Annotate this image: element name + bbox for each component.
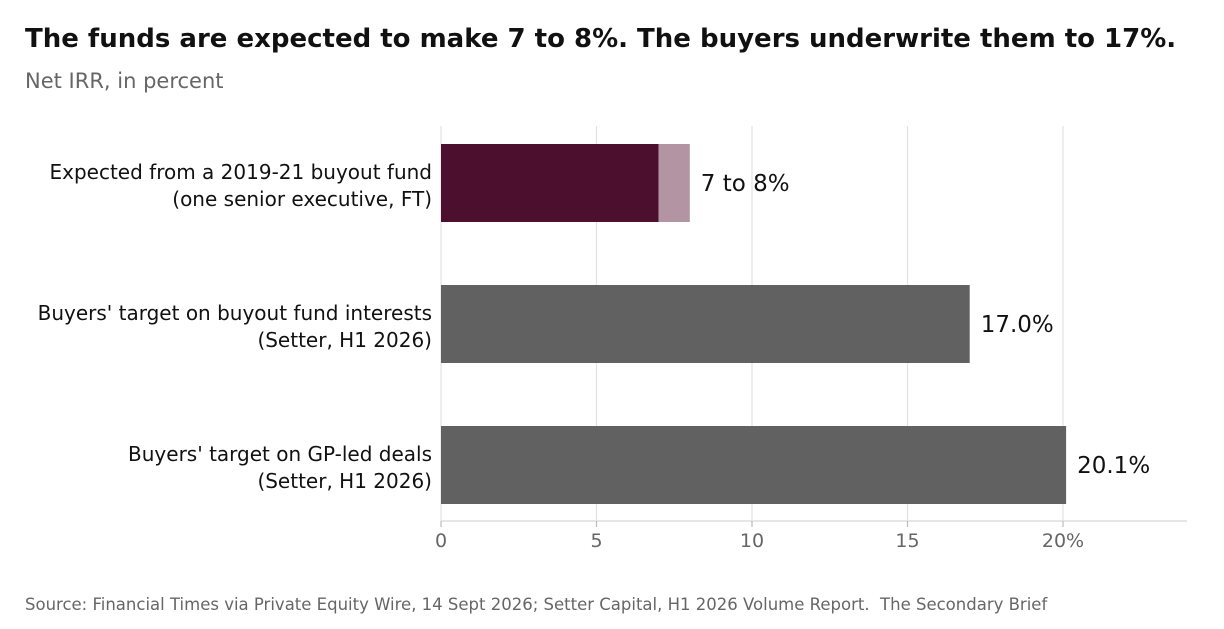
data-label-2: 20.1% <box>1077 453 1150 479</box>
x-tick-label-3: 15 <box>895 530 919 552</box>
category-label-0-line-1: Expected from a 2019-21 buyout fund <box>49 160 432 184</box>
bar-1-segment-0 <box>441 285 970 363</box>
category-label-2-line-2: (Setter, H1 2026) <box>257 469 432 493</box>
bar-2-segment-0 <box>441 426 1067 504</box>
chart-title: The funds are expected to make 7 to 8%. … <box>25 24 1177 54</box>
x-tick-label-1: 5 <box>590 530 602 552</box>
x-tick-label-0: 0 <box>435 530 447 552</box>
x-tick-label-4: 20% <box>1042 530 1084 552</box>
bar-0-segment-0 <box>441 144 659 222</box>
category-label-1-line-2: (Setter, H1 2026) <box>257 328 432 352</box>
category-label-1-line-1: Buyers' target on buyout fund interests <box>38 301 432 325</box>
data-label-0: 7 to 8% <box>701 171 790 197</box>
category-label-0-line-2: (one senior executive, FT) <box>172 187 432 211</box>
x-tick-label-2: 10 <box>740 530 764 552</box>
category-label-2-line-1: Buyers' target on GP-led deals <box>128 442 432 466</box>
chart-subtitle: Net IRR, in percent <box>25 69 224 93</box>
bar-0-segment-1 <box>658 144 690 222</box>
data-label-1: 17.0% <box>981 312 1054 338</box>
source-note: Source: Financial Times via Private Equi… <box>25 595 1048 614</box>
